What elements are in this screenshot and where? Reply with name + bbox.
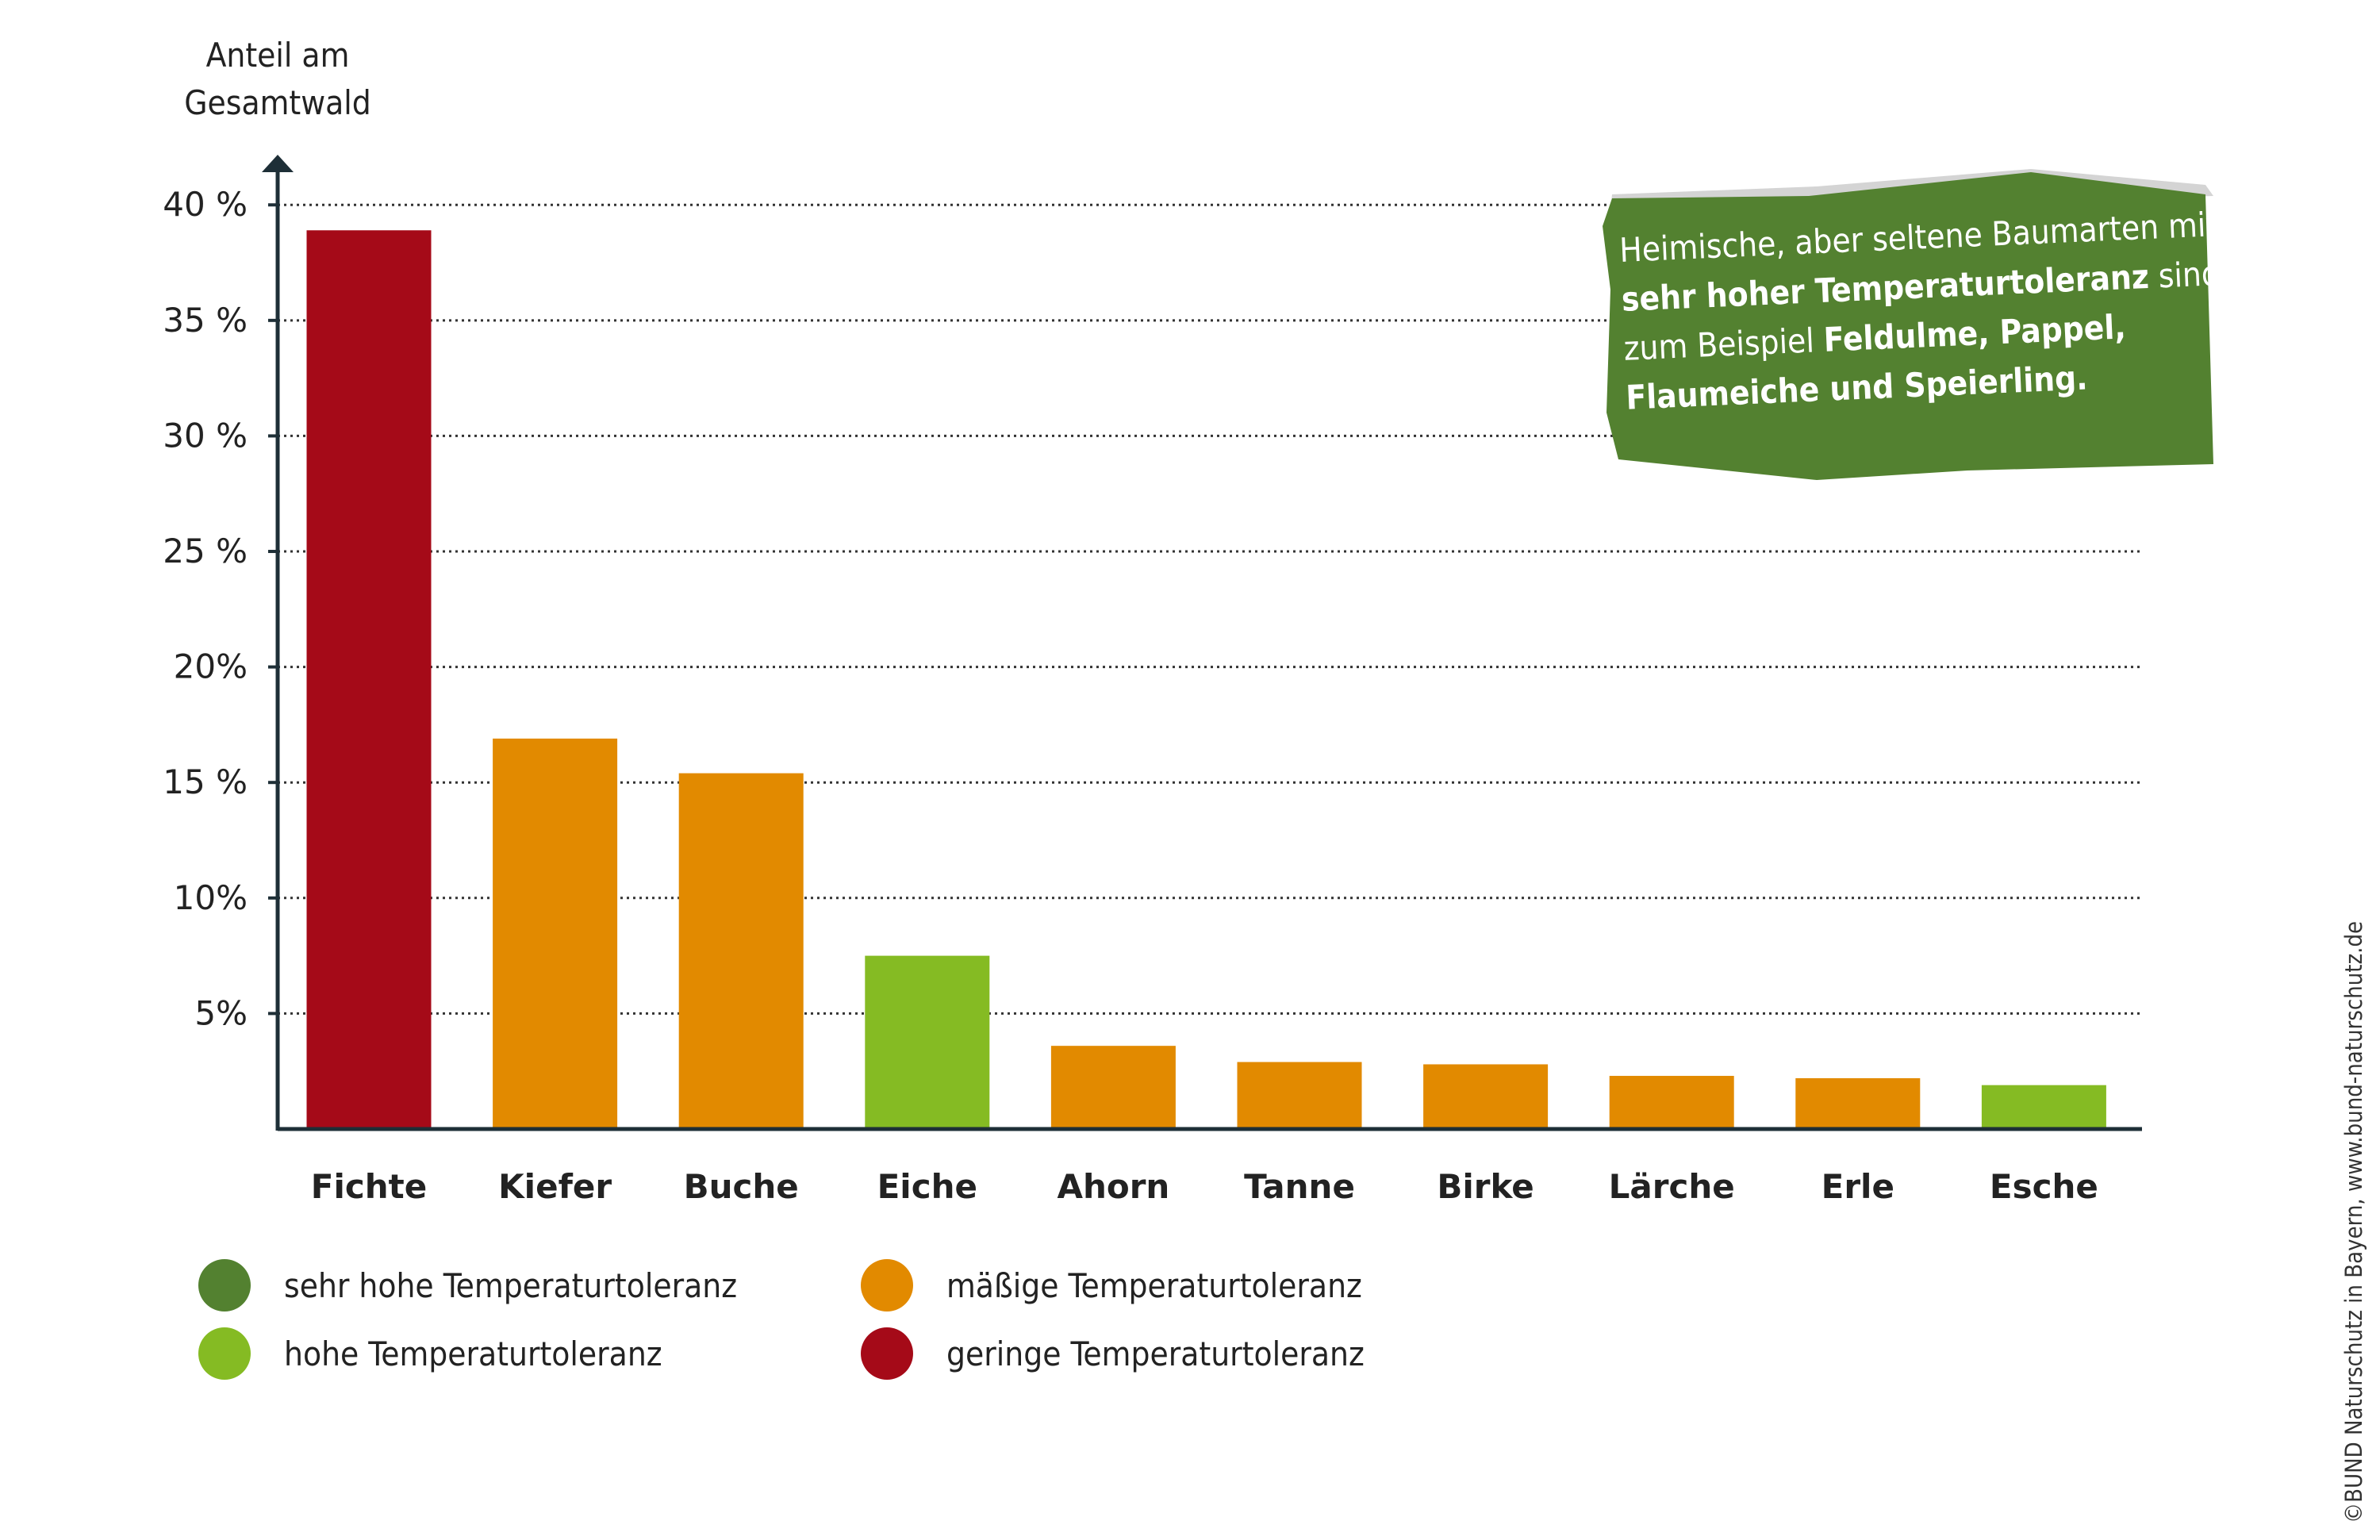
y-axis-arrowhead xyxy=(262,155,294,172)
y-tick-label: 25 % xyxy=(163,532,248,570)
bar-fichte xyxy=(306,230,432,1129)
legend-dot-sehr-hohe xyxy=(198,1259,251,1311)
y-tick-label: 30 % xyxy=(163,416,248,455)
legend-dot-geringe xyxy=(861,1327,913,1380)
bar-buche xyxy=(678,773,804,1129)
callout-background xyxy=(1603,172,2213,480)
y-axis-title-line-2: Gesamtwald xyxy=(184,83,371,122)
bars xyxy=(306,230,2106,1129)
y-tick-label: 10% xyxy=(174,878,248,917)
info-callout: Heimische, aber seltene Baumarten mit se… xyxy=(1555,163,2253,480)
bar-birke xyxy=(1423,1064,1549,1129)
x-tick-label: Eiche xyxy=(877,1167,977,1206)
axes xyxy=(262,155,2142,1131)
bar-lärche xyxy=(1609,1076,1734,1129)
copyright-credit: ©BUND Naturschutz in Bayern, www.bund-na… xyxy=(2340,920,2367,1523)
bar-ahorn xyxy=(1050,1046,1176,1129)
y-tick-label: 20% xyxy=(174,647,248,686)
legend-item-hohe: hohe Temperaturtoleranz xyxy=(198,1326,662,1381)
y-axis-title: Anteil am Gesamtwald xyxy=(159,32,397,127)
y-tick-label: 40 % xyxy=(163,185,248,224)
y-tick-label: 5% xyxy=(194,993,248,1032)
legend-label-sehr-hohe: sehr hohe Temperaturtoleranz xyxy=(284,1265,738,1305)
legend-item-maessige: mäßige Temperaturtoleranz xyxy=(861,1258,1362,1313)
y-tick-labels: 5% 10% 15 % 20% 25 % 30 % 35 % 40 % xyxy=(163,185,248,1032)
legend-label-hohe: hohe Temperaturtoleranz xyxy=(284,1334,662,1373)
x-tick-label: Buche xyxy=(684,1167,799,1206)
x-tick-label: Lärche xyxy=(1609,1167,1735,1206)
bar-eiche xyxy=(865,955,990,1129)
legend-label-maessige: mäßige Temperaturtoleranz xyxy=(946,1265,1362,1305)
x-tick-label: Erle xyxy=(1821,1167,1894,1206)
callout-shape xyxy=(1603,169,2213,480)
bar-kiefer xyxy=(493,738,618,1129)
bar-tanne xyxy=(1237,1062,1362,1129)
y-axis-title-line-1: Anteil am xyxy=(205,36,350,75)
x-tick-label: Fichte xyxy=(311,1167,427,1206)
x-tick-label: Birke xyxy=(1437,1167,1534,1206)
legend-item-sehr-hohe: sehr hohe Temperaturtoleranz xyxy=(198,1258,737,1313)
callout-text: Heimische, aber seltene Baumarten mit se… xyxy=(1618,198,2261,423)
x-tick-labels: Fichte Kiefer Buche Eiche Ahorn Tanne Birke Lär… xyxy=(311,1167,2098,1206)
x-tick-label: Tanne xyxy=(1244,1167,1355,1206)
legend-dot-hohe xyxy=(198,1327,251,1380)
x-tick-label: Esche xyxy=(1990,1167,2098,1206)
y-tick-label: 35 % xyxy=(163,301,248,340)
x-tick-label: Ahorn xyxy=(1057,1167,1169,1206)
legend-dot-maessige xyxy=(861,1259,913,1311)
legend: sehr hohe Temperaturtoleranz mäßige Temp… xyxy=(198,1258,1468,1416)
grid-lines xyxy=(268,203,2142,1016)
legend-item-geringe: geringe Temperaturtoleranz xyxy=(861,1326,1365,1381)
y-tick-label: 15 % xyxy=(163,762,248,801)
x-tick-label: Kiefer xyxy=(498,1167,612,1206)
bar-erle xyxy=(1795,1077,1921,1129)
bar-esche xyxy=(1981,1085,2106,1129)
legend-label-geringe: geringe Temperaturtoleranz xyxy=(946,1334,1365,1373)
